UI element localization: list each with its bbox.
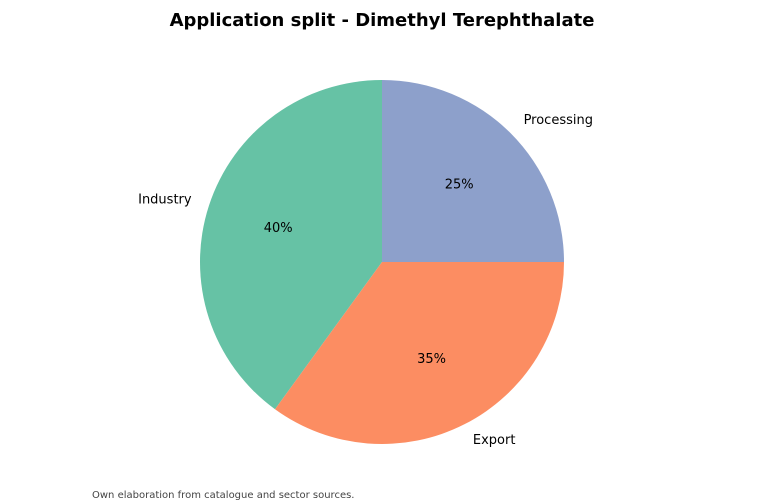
chart-title: Application split - Dimethyl Terephthala… (170, 10, 595, 31)
slice-label: Export (473, 433, 516, 448)
slice-label: Industry (138, 193, 192, 208)
source-note: Own elaboration from catalogue and secto… (92, 490, 354, 501)
value-label: 35% (417, 352, 446, 367)
slice-label: Processing (524, 113, 593, 128)
pie-slice (382, 80, 564, 262)
value-label: 25% (445, 177, 474, 192)
pie-slice (275, 262, 564, 444)
pie-slice (200, 80, 382, 410)
value-label: 40% (264, 221, 293, 236)
